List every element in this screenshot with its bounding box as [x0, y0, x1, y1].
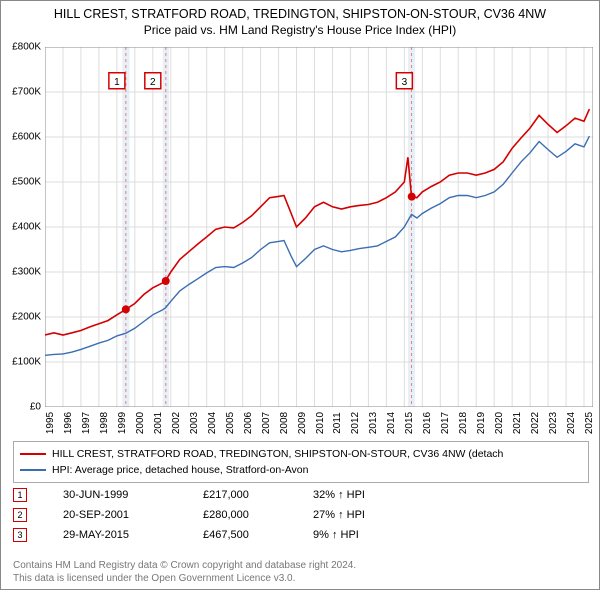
marker-flag-label-2: 2: [150, 77, 156, 88]
x-tick-label: 2001: [153, 412, 164, 434]
x-tick-label: 2021: [512, 412, 523, 434]
legend: HILL CREST, STRATFORD ROAD, TREDINGTON, …: [13, 441, 589, 483]
legend-label: HPI: Average price, detached house, Stra…: [52, 464, 308, 476]
legend-row: HPI: Average price, detached house, Stra…: [20, 462, 582, 478]
markers-table: 1 30-JUN-1999£217,00032% ↑ HPI 2 20-SEP-200…: [13, 485, 589, 545]
y-tick-label: £500K: [12, 177, 41, 188]
marker-box-2: 2: [13, 508, 27, 522]
x-tick-label: 2025: [584, 412, 595, 434]
y-tick-label: £200K: [12, 312, 41, 323]
attribution-line-2: This data is licensed under the Open Gov…: [13, 573, 356, 586]
x-tick-label: 1997: [81, 412, 92, 434]
y-tick-label: £300K: [12, 267, 41, 278]
x-tick-label: 2013: [368, 412, 379, 434]
y-tick-label: £800K: [12, 42, 41, 53]
x-tick-label: 1995: [45, 412, 56, 434]
x-tick-label: 2010: [315, 412, 326, 434]
x-tick-label: 2011: [332, 412, 343, 434]
y-tick-label: £0: [30, 402, 41, 413]
x-tick-label: 2009: [297, 412, 308, 434]
title-line-2: Price paid vs. HM Land Registry's House …: [5, 23, 595, 37]
x-tick-label: 2005: [225, 412, 236, 434]
marker-table-row: 1 30-JUN-1999£217,00032% ↑ HPI: [13, 485, 589, 505]
chart-container: HILL CREST, STRATFORD ROAD, TREDINGTON, …: [0, 0, 600, 590]
x-tick-label: 2007: [261, 412, 272, 434]
x-tick-label: 1998: [99, 412, 110, 434]
x-tick-label: 2022: [530, 412, 541, 434]
marker-date: 29-MAY-2015: [63, 529, 203, 541]
plot-svg: 1 2 3: [45, 47, 593, 407]
attribution: Contains HM Land Registry data © Crown c…: [13, 560, 356, 585]
x-tick-label: 2003: [189, 412, 200, 434]
marker-price: £280,000: [203, 509, 313, 521]
x-tick-label: 2018: [458, 412, 469, 434]
x-tick-label: 2019: [476, 412, 487, 434]
x-tick-label: 2000: [135, 412, 146, 434]
y-tick-label: £700K: [12, 87, 41, 98]
marker-box-1: 1: [13, 488, 27, 502]
x-tick-label: 2014: [386, 412, 397, 434]
y-tick-label: £400K: [12, 222, 41, 233]
y-axis: £0£100K£200K£300K£400K£500K£600K£700K£80…: [1, 47, 43, 407]
x-tick-label: 2012: [350, 412, 361, 434]
marker-price: £467,500: [203, 529, 313, 541]
marker-table-row: 2 20-SEP-2001£280,00027% ↑ HPI: [13, 505, 589, 525]
x-tick-label: 2017: [440, 412, 451, 434]
marker-date: 30-JUN-1999: [63, 489, 203, 501]
x-tick-label: 2016: [422, 412, 433, 434]
x-axis: 1995 1996 1997 1998 1999 2000 2001 2002 2003 2004…: [45, 409, 593, 439]
y-tick-label: £600K: [12, 132, 41, 143]
x-tick-label: 1996: [63, 412, 74, 434]
marker-price: £217,000: [203, 489, 313, 501]
title-line-1: HILL CREST, STRATFORD ROAD, TREDINGTON, …: [5, 7, 595, 21]
x-tick-label: 2020: [494, 412, 505, 434]
marker-pct: 9% ↑ HPI: [313, 529, 453, 541]
marker-point-3: [408, 193, 416, 201]
legend-swatch: [20, 453, 46, 455]
x-tick-label: 2024: [566, 412, 577, 434]
marker-flag-label-1: 1: [114, 77, 120, 88]
marker-pct: 27% ↑ HPI: [313, 509, 453, 521]
marker-point-2: [162, 277, 170, 285]
marker-date: 20-SEP-2001: [63, 509, 203, 521]
title-block: HILL CREST, STRATFORD ROAD, TREDINGTON, …: [1, 1, 599, 39]
legend-label: HILL CREST, STRATFORD ROAD, TREDINGTON, …: [52, 448, 503, 460]
marker-flag-label-3: 3: [402, 77, 408, 88]
plot-area: 1 2 3: [45, 47, 593, 407]
legend-row: HILL CREST, STRATFORD ROAD, TREDINGTON, …: [20, 446, 582, 462]
x-tick-label: 2002: [171, 412, 182, 434]
x-tick-label: 2008: [279, 412, 290, 434]
y-tick-label: £100K: [12, 357, 41, 368]
legend-swatch: [20, 469, 46, 471]
x-tick-label: 1999: [117, 412, 128, 434]
x-tick-label: 2015: [404, 412, 415, 434]
x-tick-label: 2004: [207, 412, 218, 434]
marker-pct: 32% ↑ HPI: [313, 489, 453, 501]
marker-table-row: 3 29-MAY-2015£467,5009% ↑ HPI: [13, 525, 589, 545]
x-tick-label: 2006: [243, 412, 254, 434]
x-tick-label: 2023: [548, 412, 559, 434]
marker-point-1: [122, 305, 130, 313]
marker-box-3: 3: [13, 528, 27, 542]
attribution-line-1: Contains HM Land Registry data © Crown c…: [13, 560, 356, 573]
